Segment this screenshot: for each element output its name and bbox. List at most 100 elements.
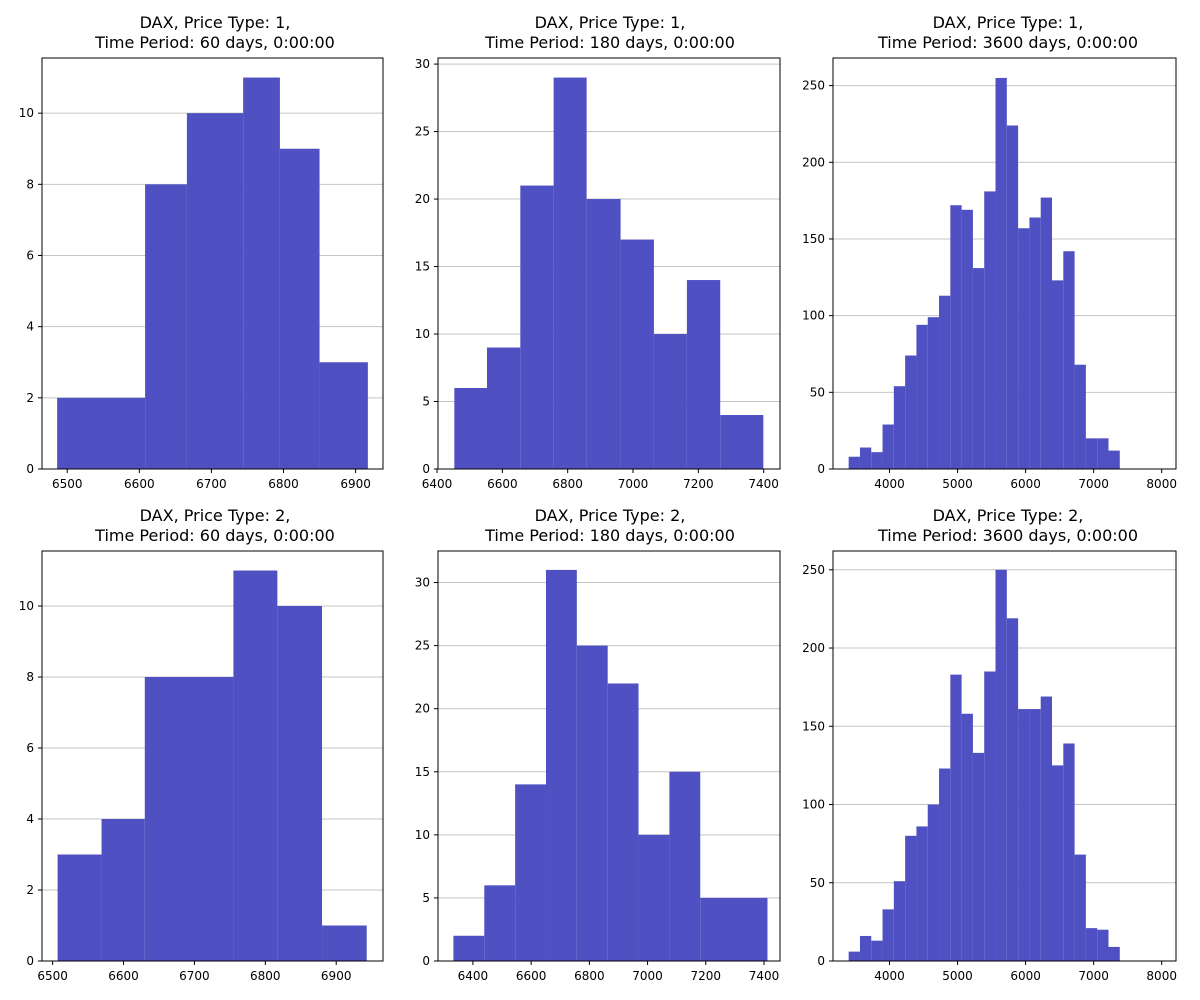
histogram-bar <box>1006 618 1019 961</box>
y-tick-label: 150 <box>802 719 825 733</box>
histogram-bar <box>1052 765 1064 961</box>
histogram-bar <box>972 752 985 961</box>
histogram-bar <box>961 209 973 469</box>
histogram-bar <box>638 834 670 961</box>
y-tick-label: 10 <box>19 599 34 613</box>
histogram-bar <box>57 854 102 961</box>
histogram-bar <box>576 645 608 961</box>
y-tick-label: 100 <box>802 798 825 812</box>
y-tick-label: 5 <box>422 891 430 905</box>
title-line-1: DAX, Price Type: 2, <box>139 506 291 525</box>
title-line-2: Time Period: 60 days, 0:00:00 <box>95 33 335 52</box>
title-line-2: Time Period: 3600 days, 0:00:00 <box>877 33 1139 52</box>
x-tick-label: 6800 <box>574 969 605 983</box>
y-tick-label: 8 <box>26 177 34 191</box>
histogram-bar <box>871 940 883 961</box>
title-line-2: Time Period: 60 days, 0:00:00 <box>95 526 335 545</box>
histogram-bar <box>1018 228 1030 469</box>
y-tick-label: 100 <box>802 309 825 323</box>
histogram-bar <box>927 804 940 961</box>
histogram-bar <box>101 819 145 961</box>
y-tick-label: 2 <box>26 883 34 897</box>
axes-frame <box>832 57 1177 470</box>
histogram-panel: 0 2 4 6 8 10 6500 6600 6700 6800 6900 <box>19 550 384 983</box>
x-tick-label: 6600 <box>108 969 139 983</box>
histogram-panel: 0 2 4 6 8 10 6500 6600 6700 6800 6900 <box>19 57 384 491</box>
histogram-bar <box>144 677 234 961</box>
x-tick-label: 6600 <box>516 969 547 983</box>
title-line-1: DAX, Price Type: 1, <box>534 13 686 32</box>
panel-title: DAX, Price Type: 1, Time Period: 3600 da… <box>838 13 1178 53</box>
histogram-bar <box>1074 854 1086 961</box>
histogram-bar <box>454 388 487 469</box>
y-tick-label: 0 <box>26 954 34 968</box>
histogram-bar <box>905 835 917 961</box>
histogram-bar <box>950 205 962 469</box>
histogram-bar <box>145 184 187 469</box>
y-tick-label: 30 <box>415 576 430 590</box>
title-line-2: Time Period: 3600 days, 0:00:00 <box>877 526 1139 545</box>
histogram-bar <box>453 935 485 961</box>
histogram-bar <box>1074 364 1086 469</box>
y-tick-label: 200 <box>802 155 825 169</box>
histogram-bar <box>484 885 516 961</box>
histogram-bar <box>322 925 367 961</box>
x-tick-label: 6900 <box>340 477 371 491</box>
x-tick-label: 6600 <box>124 477 155 491</box>
x-tick-label: 6000 <box>1010 969 1041 983</box>
y-tick-label: 15 <box>415 260 430 274</box>
histogram-bar <box>545 569 577 961</box>
x-tick-label: 6800 <box>250 969 281 983</box>
y-tick-label: 0 <box>26 462 34 476</box>
histogram-bar <box>620 239 654 469</box>
title-line-1: DAX, Price Type: 2, <box>534 506 686 525</box>
histogram-bar <box>848 456 860 469</box>
histogram-bar <box>939 768 951 961</box>
histogram-panel: 0 50 100 150 200 250 4000 5000 6000 7000 8000 <box>802 57 1177 491</box>
histogram-bar <box>927 317 940 469</box>
panel-title: DAX, Price Type: 2, Time Period: 180 day… <box>440 506 780 546</box>
y-tick-label: 250 <box>802 79 825 93</box>
y-tick-label: 250 <box>802 563 825 577</box>
x-tick-label: 7000 <box>1078 969 1109 983</box>
histogram-bar <box>871 452 883 469</box>
histogram-bar <box>515 784 546 961</box>
panel-title: DAX, Price Type: 1, Time Period: 180 day… <box>440 13 780 53</box>
histogram-panel: 0 5 10 15 20 25 30 6400 6600 6800 7000 7200 7400 <box>415 57 781 491</box>
histogram-bar <box>882 424 894 469</box>
x-tick-label: 7000 <box>618 477 649 491</box>
y-tick-label: 20 <box>415 192 430 206</box>
x-tick-label: 7400 <box>749 969 780 983</box>
y-tick-label: 200 <box>802 641 825 655</box>
histogram-bar <box>720 415 764 469</box>
axes-frame <box>437 57 781 470</box>
histogram-bar <box>995 77 1007 469</box>
x-tick-label: 6800 <box>268 477 299 491</box>
histogram-bar <box>1029 709 1041 961</box>
x-tick-label: 7000 <box>632 969 663 983</box>
histogram-bar <box>972 268 985 469</box>
histogram-bar <box>1097 929 1109 961</box>
histogram-bar <box>995 569 1007 961</box>
histogram-bar <box>1063 743 1075 961</box>
histogram-bar <box>1052 280 1064 469</box>
x-tick-label: 6000 <box>1010 477 1041 491</box>
y-tick-label: 0 <box>422 954 430 968</box>
title-line-1: DAX, Price Type: 1, <box>139 13 291 32</box>
x-tick-label: 6500 <box>52 477 83 491</box>
y-tick-label: 10 <box>415 828 430 842</box>
y-tick-label: 25 <box>415 125 430 139</box>
histogram-bar <box>233 570 278 961</box>
x-tick-label: 6900 <box>321 969 352 983</box>
histogram-bar <box>553 77 587 470</box>
x-tick-label: 6500 <box>37 969 68 983</box>
histogram-bar <box>905 355 917 469</box>
x-tick-label: 8000 <box>1146 969 1177 983</box>
histogram-bar <box>1040 197 1053 469</box>
histogram-bar <box>586 199 621 469</box>
histogram-bar <box>1085 928 1098 961</box>
histogram-bar <box>520 185 554 469</box>
axes-frame <box>437 550 781 962</box>
y-tick-label: 0 <box>422 462 430 476</box>
